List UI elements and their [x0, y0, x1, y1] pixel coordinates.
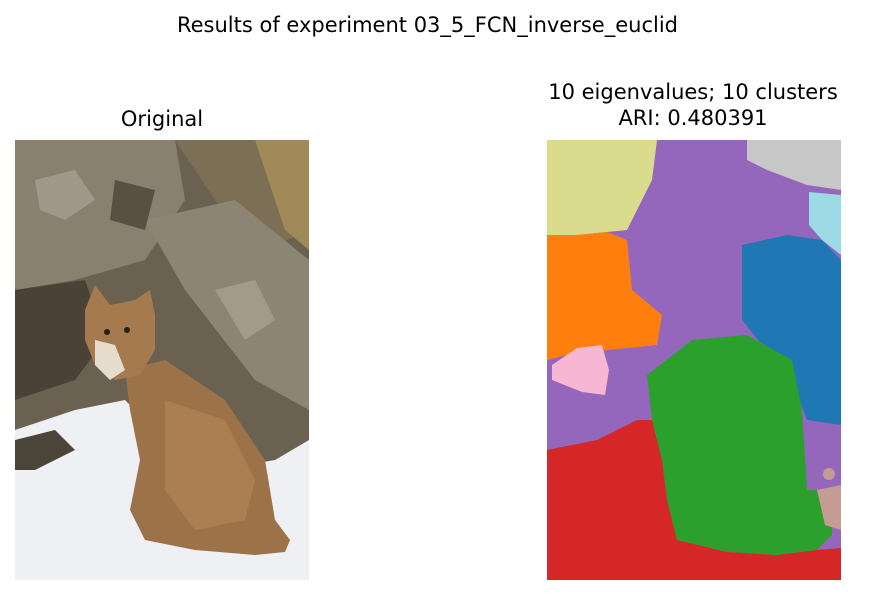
original-image: [15, 140, 309, 580]
background-grass: [255, 140, 309, 250]
cluster-light-cyan: [809, 192, 841, 255]
segmentation-panel-title: 10 eigenvalues; 10 clusters ARI: 0.48039…: [520, 79, 866, 131]
segmentation-map: [547, 140, 841, 580]
figure-suptitle: Results of experiment 03_5_FCN_inverse_e…: [176, 13, 678, 37]
original-panel-title: Original: [120, 107, 204, 131]
cluster-blue: [742, 235, 841, 425]
segmentation-title-line2: ARI: 0.480391: [618, 106, 768, 130]
rock-shadow-mid: [110, 180, 155, 230]
lichen-patch-1: [35, 170, 95, 220]
rock-shadow-left: [15, 280, 105, 400]
cluster-pink: [552, 345, 609, 395]
rock-in-snow: [15, 430, 75, 470]
original-image-drawing: [15, 140, 309, 580]
cluster-olive: [547, 140, 657, 240]
bobcat-eye-right: [124, 327, 130, 333]
segmentation-title-line1: 10 eigenvalues; 10 clusters: [548, 80, 838, 104]
segmentation-image: [547, 140, 841, 580]
cluster-orange: [547, 232, 662, 360]
bobcat-fur-highlight: [165, 400, 255, 530]
lichen-patch-2: [215, 280, 275, 340]
cluster-tan: [817, 485, 841, 530]
bobcat-muzzle: [95, 340, 125, 380]
cluster-gray: [747, 140, 841, 190]
cluster-tan-spot: [823, 468, 835, 480]
cluster-green: [647, 335, 832, 555]
bobcat-eye-left: [104, 329, 110, 335]
cluster-red: [547, 420, 841, 580]
